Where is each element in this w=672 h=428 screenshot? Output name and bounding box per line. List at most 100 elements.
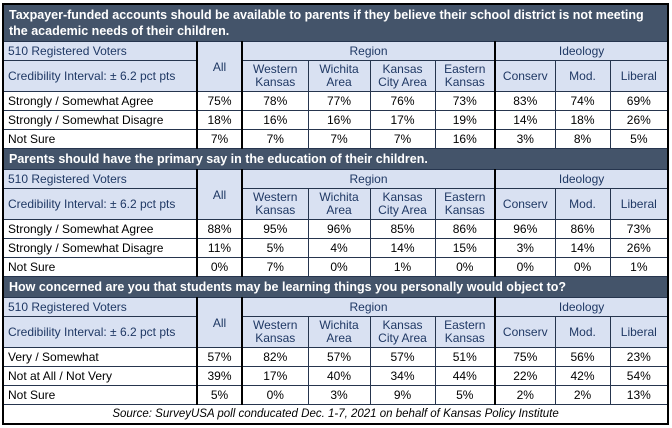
row-label: Strongly / Somewhat Disagre	[2, 110, 198, 130]
row-label: Very / Somewhat	[2, 347, 198, 367]
ideology-group-header: Ideology	[493, 297, 669, 317]
value-cell: 77%	[307, 91, 371, 111]
value-cell: 73%	[609, 219, 669, 239]
table-row: Strongly / Somewhat Agree 75% 78% 77% 76…	[2, 91, 669, 111]
row-label: Strongly / Somewhat Disagre	[2, 238, 198, 258]
value-cell: 42%	[554, 366, 611, 386]
ideology-column-header: Liberal	[609, 188, 669, 220]
ideology-column-header: Conserv	[494, 60, 556, 92]
value-cell: 57%	[307, 347, 371, 367]
value-cell: 86%	[554, 219, 611, 239]
value-cell: 0%	[241, 385, 309, 405]
row-label: Not Sure	[2, 129, 198, 149]
value-cell: 18%	[554, 110, 611, 130]
value-cell: 40%	[307, 366, 371, 386]
ideology-column-header: Mod.	[554, 188, 611, 220]
value-cell: 5%	[434, 385, 496, 405]
value-cell: 0%	[554, 257, 611, 277]
region-column-header: Western Kansas	[241, 316, 309, 348]
table-row: Strongly / Somewhat Disagre 11% 5% 4% 14…	[2, 238, 669, 258]
value-cell: 96%	[307, 219, 371, 239]
source-note: Source: SurveyUSA poll conducated Dec. 1…	[2, 404, 669, 425]
value-cell: 83%	[494, 91, 556, 111]
value-cell: 7%	[307, 129, 371, 149]
value-cell: 86%	[434, 219, 496, 239]
value-cell: 22%	[494, 366, 556, 386]
value-cell: 76%	[369, 91, 436, 111]
credibility-interval-label: Credibility Interval: ± 6.2 pct pts	[2, 316, 198, 348]
region-column-header: Eastern Kansas	[434, 188, 496, 220]
value-cell: 73%	[434, 91, 496, 111]
question-text: Parents should have the primary say in t…	[2, 148, 669, 170]
value-cell: 13%	[609, 385, 669, 405]
value-cell: 56%	[554, 347, 611, 367]
value-cell: 54%	[609, 366, 669, 386]
all-column-header: All	[196, 41, 243, 92]
ideology-column-header: Liberal	[609, 60, 669, 92]
value-cell: 14%	[494, 110, 556, 130]
region-column-header: Kansas City Area	[369, 316, 436, 348]
ideology-column-header: Mod.	[554, 60, 611, 92]
value-cell: 16%	[307, 110, 371, 130]
value-cell: 3%	[494, 238, 556, 258]
registered-voters-label: 510 Registered Voters	[2, 169, 198, 189]
region-group-header: Region	[241, 169, 496, 189]
region-column-header: Western Kansas	[241, 188, 309, 220]
region-column-header: Western Kansas	[241, 60, 309, 92]
value-cell: 44%	[434, 366, 496, 386]
table-row: Not Sure 5% 0% 3% 9% 5% 2% 2% 13%	[2, 385, 669, 405]
value-cell: 51%	[434, 347, 496, 367]
value-cell: 5%	[241, 238, 309, 258]
value-cell: 74%	[554, 91, 611, 111]
value-cell: 7%	[241, 257, 309, 277]
value-cell: 1%	[609, 257, 669, 277]
registered-voters-label: 510 Registered Voters	[2, 297, 198, 317]
value-cell: 18%	[196, 110, 243, 130]
value-cell: 3%	[307, 385, 371, 405]
value-cell: 7%	[369, 129, 436, 149]
value-cell: 5%	[196, 385, 243, 405]
value-cell: 96%	[494, 219, 556, 239]
all-column-header: All	[196, 169, 243, 220]
table-row: Strongly / Somewhat Agree 88% 95% 96% 85…	[2, 219, 669, 239]
source-row: Source: SurveyUSA poll conducated Dec. 1…	[2, 404, 669, 425]
all-column-header: All	[196, 297, 243, 348]
question-text: Taxpayer-funded accounts should be avail…	[2, 3, 669, 42]
ideology-group-header: Ideology	[493, 41, 669, 61]
region-column-header: Eastern Kansas	[434, 316, 496, 348]
value-cell: 15%	[434, 238, 496, 258]
value-cell: 85%	[369, 219, 436, 239]
value-cell: 95%	[241, 219, 309, 239]
value-cell: 4%	[307, 238, 371, 258]
value-cell: 57%	[369, 347, 436, 367]
region-group-header: Region	[241, 41, 496, 61]
ideology-column-header: Conserv	[494, 316, 556, 348]
region-group-header: Region	[241, 297, 496, 317]
value-cell: 0%	[434, 257, 496, 277]
value-cell: 75%	[196, 91, 243, 111]
region-column-header: Wichita Area	[307, 60, 371, 92]
value-cell: 16%	[241, 110, 309, 130]
value-cell: 8%	[554, 129, 611, 149]
value-cell: 75%	[494, 347, 556, 367]
region-column-header: Eastern Kansas	[434, 60, 496, 92]
value-cell: 69%	[609, 91, 669, 111]
value-cell: 82%	[241, 347, 309, 367]
value-cell: 1%	[369, 257, 436, 277]
question-text: How concerned are you that students may …	[2, 276, 669, 298]
ideology-group-header: Ideology	[493, 169, 669, 189]
value-cell: 7%	[241, 129, 309, 149]
credibility-interval-label: Credibility Interval: ± 6.2 pct pts	[2, 188, 198, 220]
ideology-column-header: Conserv	[494, 188, 556, 220]
value-cell: 23%	[609, 347, 669, 367]
value-cell: 88%	[196, 219, 243, 239]
value-cell: 57%	[196, 347, 243, 367]
value-cell: 39%	[196, 366, 243, 386]
region-column-header: Wichita Area	[307, 188, 371, 220]
question-header: Parents should have the primary say in t…	[2, 148, 669, 170]
table-row: Not at All / Not Very 39% 17% 40% 34% 44…	[2, 366, 669, 386]
ideology-column-header: Liberal	[609, 316, 669, 348]
value-cell: 19%	[434, 110, 496, 130]
ideology-column-header: Mod.	[554, 316, 611, 348]
